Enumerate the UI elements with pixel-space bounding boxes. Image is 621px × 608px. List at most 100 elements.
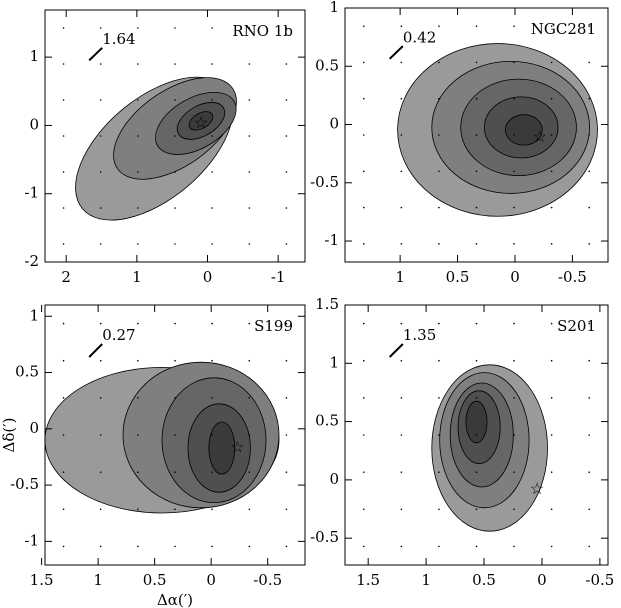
grid-dot [211, 63, 213, 65]
x-tick-label: 0 [510, 268, 520, 286]
grid-dot [438, 97, 440, 100]
grid-dot [62, 322, 65, 325]
grid-dot [62, 434, 65, 436]
star: ☆ [530, 479, 544, 498]
grid-dot [362, 508, 365, 511]
grid-dot [211, 359, 213, 362]
y-tick-label: -1 [324, 231, 339, 249]
grid-dot [137, 545, 139, 548]
star: ☆ [230, 438, 244, 457]
grid-dot [588, 545, 591, 548]
grid-dot [513, 359, 515, 362]
panel-title: S201 [557, 317, 596, 335]
grid-dot [211, 135, 213, 137]
contour-level [188, 111, 214, 131]
y-axis-label: Δδ(′) [0, 418, 18, 453]
x-tick-label: 1 [93, 571, 103, 589]
grid-dot [174, 508, 176, 511]
grid-dot [211, 27, 213, 29]
grid-dot [62, 471, 65, 473]
grid-dot [62, 359, 65, 362]
grid-dot [248, 63, 251, 65]
grid-dot [99, 434, 102, 436]
grid-dot [362, 134, 365, 136]
grid-dot [362, 243, 365, 245]
grid-dot [475, 206, 478, 209]
grid-dot [62, 171, 65, 173]
x-tick-label: 0 [206, 571, 216, 589]
grid-dot [137, 63, 139, 65]
grid-dot [248, 471, 251, 473]
y-tick-label: 0 [29, 115, 39, 133]
grid-dot [400, 434, 403, 436]
grid-dot [174, 397, 176, 399]
x-tick-label: 2 [61, 268, 71, 286]
grid-dot [362, 97, 365, 100]
vector-scale-label: 0.42 [403, 28, 436, 46]
grid-dot [400, 397, 403, 399]
scale-arrow [88, 47, 103, 62]
grid-dot [62, 99, 65, 101]
grid-dot [137, 243, 139, 245]
grid-dot [62, 243, 65, 245]
grid-dot [248, 359, 251, 362]
grid-dot [400, 243, 403, 245]
grid-dot [211, 207, 213, 209]
grid-dot [137, 207, 139, 209]
grid-dot [438, 434, 440, 436]
grid-dot [513, 508, 515, 511]
grid-dot [513, 61, 515, 64]
grid-dot [99, 171, 102, 173]
grid-dot [588, 170, 591, 173]
grid-dot [475, 134, 478, 136]
grid-dot [285, 63, 288, 65]
grid-dot [550, 25, 553, 27]
grid-dot [438, 61, 440, 64]
grid-dot [248, 99, 251, 101]
grid-dot [550, 545, 553, 548]
grid-dot [438, 322, 440, 325]
contour-level [465, 400, 488, 444]
grid-dot [362, 545, 365, 548]
grid-dot [513, 243, 515, 245]
scale-arrow [389, 45, 404, 60]
grid-dot [513, 322, 515, 325]
x-tick-label: 0.5 [472, 571, 496, 589]
grid-dot [99, 135, 102, 137]
grid-dot [174, 207, 176, 209]
grid-dot [438, 397, 440, 399]
grid-dot [99, 545, 102, 548]
grid-dot [62, 545, 65, 548]
grid-dot [248, 545, 251, 548]
grid-dot [248, 508, 251, 511]
grid-dot [174, 171, 176, 173]
grid-dot [588, 206, 591, 209]
star: ☆ [532, 127, 546, 146]
grid-dot [211, 322, 213, 325]
grid-dot [588, 243, 591, 245]
x-tick-label: 1 [132, 268, 142, 286]
grid-dot [285, 545, 288, 548]
grid-dot [99, 63, 102, 65]
y-tick-label: 0.5 [315, 56, 339, 74]
grid-dot [475, 61, 478, 64]
y-tick-label: 0.5 [315, 412, 339, 430]
y-tick-label: 1.5 [315, 295, 339, 313]
x-tick-label: 1.5 [356, 571, 380, 589]
x-tick-label: -0.5 [585, 571, 614, 589]
grid-dot [362, 397, 365, 399]
grid-dot [137, 171, 139, 173]
grid-dot [475, 545, 478, 548]
grid-dot [285, 207, 288, 209]
grid-dot [285, 243, 288, 245]
x-tick-label: -0.5 [253, 571, 282, 589]
grid-dot [438, 545, 440, 548]
grid-dot [285, 99, 288, 101]
vector-scale-label: 1.35 [403, 326, 436, 344]
grid-dot [99, 243, 102, 245]
grid-dot [588, 471, 591, 473]
grid-dot [550, 359, 553, 362]
grid-dot [174, 99, 176, 101]
grid-dot [248, 397, 251, 399]
grid-dot [475, 243, 478, 245]
